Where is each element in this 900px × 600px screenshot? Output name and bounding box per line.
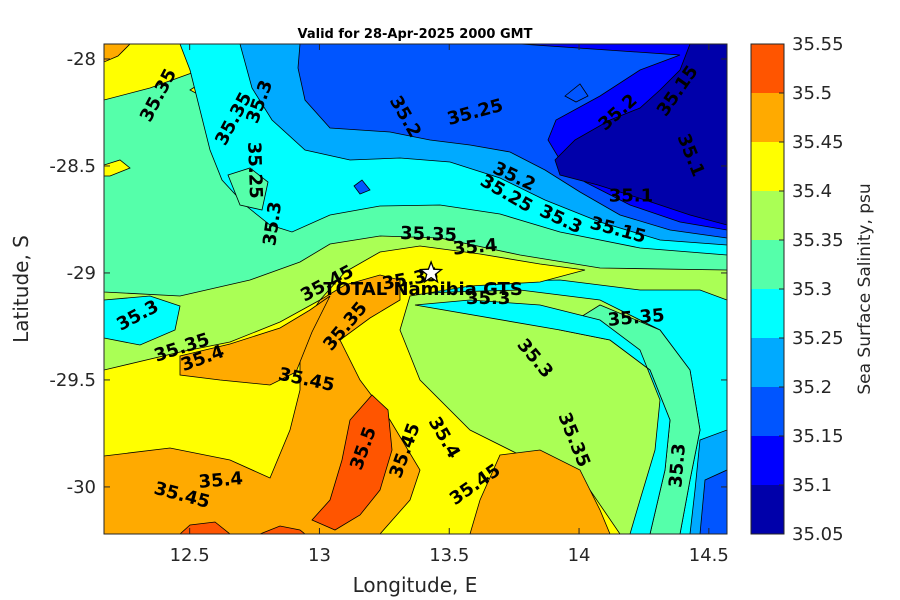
station-label: TOTAL Namibia GTS <box>323 279 522 300</box>
colorbar-segment <box>751 240 784 289</box>
colorbar: 35.05 35.1 35.15 35.2 35.25 35.3 35.35 35.4 35.4… <box>750 34 844 545</box>
band-35-5-south <box>179 521 231 534</box>
colorbar-tick-label: 35.5 <box>792 83 832 104</box>
band-35-45-center <box>179 295 331 386</box>
contour-label: 35.35 <box>400 223 458 246</box>
band-35-45-east <box>469 449 611 534</box>
colorbar-tick-label: 35.55 <box>792 34 844 55</box>
contour-label: 35.25 <box>243 141 266 199</box>
colorbar-tick-label: 35.25 <box>792 328 844 349</box>
band-35-05 <box>554 44 727 226</box>
colorbar-tick-label: 35.1 <box>792 475 832 496</box>
colorbar-tick-label: 35.05 <box>792 524 844 545</box>
x-axis-label: Longitude, E <box>353 573 478 597</box>
x-tick-label: 13.5 <box>429 545 469 566</box>
y-tick-label: -28.5 <box>49 156 96 177</box>
colorbar-segment <box>751 44 784 93</box>
contour-label: 35.35 <box>607 305 666 331</box>
band-35-25-pocket-west <box>227 167 269 211</box>
chart-title: Valid for 28-Apr-2025 2000 GMT <box>298 27 533 42</box>
contour-label: 35.3 <box>665 442 690 488</box>
colorbar-segment <box>751 436 784 485</box>
contour-label: 35.4 <box>452 235 498 260</box>
y-tick-label: -30 <box>67 477 96 498</box>
station-layer: TOTAL Namibia GTS <box>323 260 523 300</box>
colorbar-tick-label: 35.45 <box>792 132 844 153</box>
y-axis-label: Latitude, S <box>9 235 33 343</box>
y-axis: -28 -28.5 -29 -29.5 -30 <box>49 49 727 498</box>
band-35-4-patch-west <box>104 159 131 177</box>
y-tick-label: -29.5 <box>49 370 96 391</box>
colorbar-tick-label: 35.35 <box>792 230 844 251</box>
x-tick-label: 14.5 <box>689 545 729 566</box>
x-tick-label: 14 <box>568 545 591 566</box>
band-35-5-south-2 <box>259 525 306 534</box>
colorbar-tick-label: 35.15 <box>792 426 844 447</box>
plot-frame <box>103 43 728 535</box>
contour-label: 35.1 <box>609 185 653 206</box>
colorbar-segment <box>751 387 784 436</box>
band-35-45-northwest <box>104 44 131 63</box>
x-tick-label: 13 <box>308 545 331 566</box>
colorbar-segment <box>751 289 784 338</box>
x-axis: 12.5 13 13.5 14 14.5 <box>170 44 729 566</box>
colorbar-tick-label: 35.2 <box>792 377 832 398</box>
y-tick-label: -28 <box>67 49 96 70</box>
x-tick-label: 12.5 <box>170 545 210 566</box>
band-35-2-blob-2 <box>353 179 371 195</box>
contour-label: 35.3 <box>466 288 510 309</box>
station-star-icon <box>418 260 444 284</box>
colorbar-segment <box>751 338 784 387</box>
band-35-15-southeast <box>699 469 727 534</box>
colorbar-tick-label: 35.4 <box>792 181 832 202</box>
colorbar-label: Sea Surface Salinity, psu <box>855 183 875 394</box>
colorbar-tick-label: 35.3 <box>792 279 832 300</box>
contour-label: 35.4 <box>198 468 244 493</box>
colorbar-segment <box>751 485 784 534</box>
band-35-25-west <box>104 295 181 346</box>
y-tick-label: -29 <box>67 263 96 284</box>
band-35-3-east-outer <box>414 299 671 534</box>
colorbar-segment <box>751 142 784 191</box>
colorbar-segment <box>751 93 784 142</box>
colorbar-segment <box>751 191 784 240</box>
band-35-2-blob <box>564 83 589 103</box>
band-35-5-core <box>311 394 393 531</box>
